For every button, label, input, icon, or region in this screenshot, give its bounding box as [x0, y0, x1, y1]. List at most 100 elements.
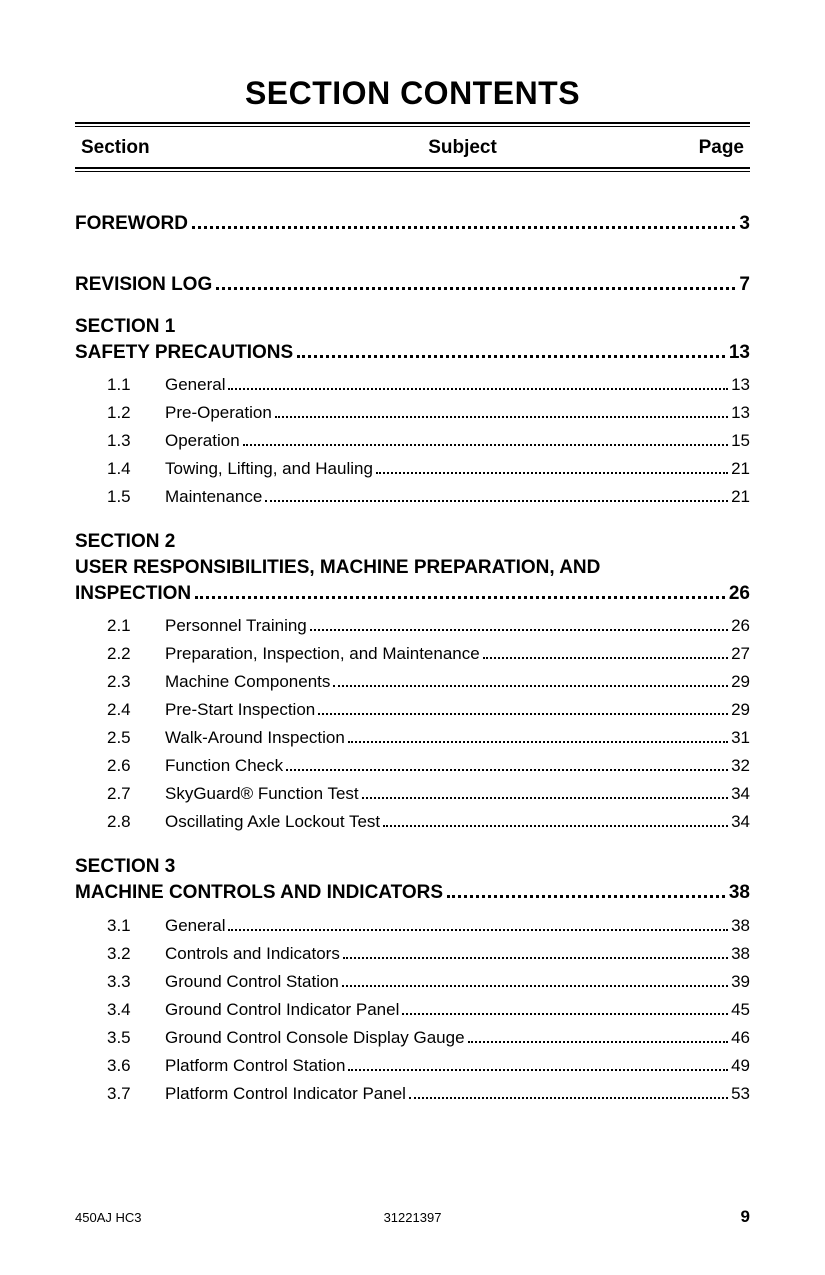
leader-dots — [286, 757, 728, 771]
toc-subentry: 2.8Oscillating Axle Lockout Test34 — [75, 808, 750, 836]
subentry-num: 1.3 — [75, 431, 165, 451]
subentry-num: 1.2 — [75, 403, 165, 423]
subentry-page: 39 — [731, 972, 750, 992]
subentry-num: 3.4 — [75, 1000, 165, 1020]
subentry-page: 15 — [731, 431, 750, 451]
section-title: MACHINE CONTROLS AND INDICATORS — [75, 880, 443, 906]
subentry-page: 29 — [731, 700, 750, 720]
subentry-page: 26 — [731, 616, 750, 636]
toc-entry-revision: REVISION LOG 7 — [75, 273, 750, 296]
subentry-num: 2.6 — [75, 756, 165, 776]
subentry-label: Function Check — [165, 756, 283, 776]
page-footer: 450AJ HC3 31221397 9 — [75, 1207, 750, 1227]
header-section: Section — [81, 137, 261, 159]
subentry-label: Pre-Start Inspection — [165, 700, 315, 720]
toc-header-row: Section Subject Page — [75, 133, 750, 165]
subentry-page: 45 — [731, 1000, 750, 1020]
leader-dots — [483, 645, 728, 659]
subentry-page: 13 — [731, 403, 750, 423]
subentry-num: 2.1 — [75, 616, 165, 636]
subentry-label: Oscillating Axle Lockout Test — [165, 812, 380, 832]
subentry-num: 2.7 — [75, 784, 165, 804]
header-page: Page — [664, 137, 744, 159]
header-subject: Subject — [261, 137, 664, 159]
leader-dots — [297, 341, 725, 358]
subentry-label: Controls and Indicators — [165, 944, 340, 964]
subentry-num: 2.2 — [75, 644, 165, 664]
toc: FOREWORD 3 REVISION LOG 7 SECTION 1 SAFE… — [75, 212, 750, 1108]
subentry-num: 2.5 — [75, 728, 165, 748]
subentry-num: 3.2 — [75, 944, 165, 964]
toc-label: REVISION LOG — [75, 274, 212, 296]
section-number: SECTION 3 — [75, 854, 750, 880]
subentry-label: Operation — [165, 431, 240, 451]
subentry-label: Towing, Lifting, and Hauling — [165, 459, 373, 479]
subentry-label: Platform Control Station — [165, 1056, 345, 1076]
toc-section-3: SECTION 3 MACHINE CONTROLS AND INDICATOR… — [75, 854, 750, 905]
subentry-label: Walk-Around Inspection — [165, 728, 345, 748]
leader-dots — [376, 460, 728, 474]
subentry-label: Platform Control Indicator Panel — [165, 1084, 406, 1104]
toc-page: 7 — [739, 274, 750, 296]
leader-dots — [228, 916, 728, 930]
toc-subentry: 2.1Personnel Training 26 — [75, 612, 750, 640]
subentry-label: Personnel Training — [165, 616, 307, 636]
subentry-label: General — [165, 916, 225, 936]
leader-dots — [348, 1056, 728, 1070]
toc-subentry: 2.4Pre-Start Inspection 29 — [75, 696, 750, 724]
toc-subentry: 3.1General 38 — [75, 912, 750, 940]
leader-dots — [216, 273, 735, 290]
leader-dots — [348, 729, 728, 743]
footer-pagenum: 9 — [525, 1207, 750, 1227]
leader-dots — [342, 972, 728, 986]
subentry-label: Ground Control Station — [165, 972, 339, 992]
toc-subentry: 2.6Function Check 32 — [75, 752, 750, 780]
toc-subentry: 1.2Pre-Operation13 — [75, 399, 750, 427]
leader-dots — [343, 944, 728, 958]
toc-page: 26 — [729, 581, 750, 607]
toc-subentry: 2.2Preparation, Inspection, and Maintena… — [75, 640, 750, 668]
toc-subentry: 3.2Controls and Indicators38 — [75, 940, 750, 968]
toc-sublist-3: 3.1General 38 3.2Controls and Indicators38… — [75, 912, 750, 1108]
subentry-page: 13 — [731, 375, 750, 395]
leader-dots — [333, 673, 728, 687]
toc-subentry: 3.5Ground Control Console Display Gauge4… — [75, 1024, 750, 1052]
subentry-page: 27 — [731, 644, 750, 664]
subentry-page: 31 — [731, 728, 750, 748]
subentry-num: 3.1 — [75, 916, 165, 936]
leader-dots — [318, 701, 728, 715]
subentry-num: 1.4 — [75, 459, 165, 479]
toc-subentry: 1.1General13 — [75, 371, 750, 399]
subentry-page: 46 — [731, 1028, 750, 1048]
subentry-page: 21 — [731, 487, 750, 507]
subentry-label: Ground Control Console Display Gauge — [165, 1028, 465, 1048]
subentry-page: 32 — [731, 756, 750, 776]
toc-section-2: SECTION 2 USER RESPONSIBILITIES, MACHINE… — [75, 529, 750, 606]
subentry-label: SkyGuard® Function Test — [165, 784, 359, 804]
toc-subentry: 1.3Operation 15 — [75, 427, 750, 455]
section-title-prefix: USER RESPONSIBILITIES, MACHINE PREPARATI… — [75, 555, 750, 581]
leader-dots — [409, 1084, 728, 1098]
toc-subentry: 3.6Platform Control Station49 — [75, 1052, 750, 1080]
subentry-num: 2.4 — [75, 700, 165, 720]
toc-page: 13 — [729, 340, 750, 366]
section-number: SECTION 2 — [75, 529, 750, 555]
leader-dots — [402, 1000, 728, 1014]
leader-dots — [447, 881, 725, 898]
toc-sublist-1: 1.1General131.2Pre-Operation131.3Operati… — [75, 371, 750, 511]
leader-dots — [468, 1028, 729, 1042]
subentry-page: 38 — [731, 916, 750, 936]
toc-entry-foreword: FOREWORD 3 — [75, 212, 750, 235]
subentry-page: 34 — [731, 812, 750, 832]
subentry-num: 1.5 — [75, 487, 165, 507]
subentry-page: 21 — [731, 459, 750, 479]
toc-label: FOREWORD — [75, 213, 188, 235]
subentry-num: 2.3 — [75, 672, 165, 692]
leader-dots — [383, 813, 728, 827]
leader-dots — [310, 617, 728, 631]
leader-dots — [362, 785, 728, 799]
subentry-page: 34 — [731, 784, 750, 804]
toc-subentry: 3.4Ground Control Indicator Panel45 — [75, 996, 750, 1024]
subentry-num: 3.7 — [75, 1084, 165, 1104]
leader-dots — [195, 582, 725, 599]
